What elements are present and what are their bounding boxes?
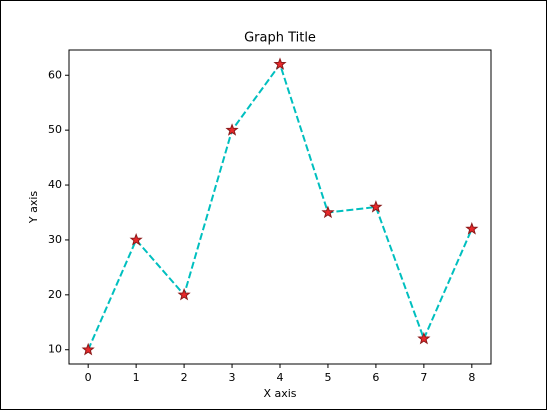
x-tick-label: 4	[277, 371, 284, 384]
marker	[273, 57, 287, 70]
x-tick-label: 8	[468, 371, 475, 384]
marker	[321, 205, 335, 219]
y-tick-label: 60	[48, 68, 62, 81]
marker	[225, 123, 239, 136]
x-tick-label: 2	[181, 371, 188, 384]
x-tick-label: 3	[229, 371, 236, 384]
marker	[81, 342, 95, 356]
y-tick-label: 50	[48, 123, 62, 136]
marker	[369, 200, 383, 213]
y-axis-label: Y axis	[27, 191, 40, 225]
y-tick-label: 40	[48, 178, 62, 191]
x-tick-label: 6	[372, 371, 379, 384]
marker	[129, 233, 143, 246]
marker	[177, 287, 191, 301]
x-tick-label: 7	[420, 371, 427, 384]
marker	[417, 331, 431, 345]
y-tick-label: 30	[48, 233, 62, 246]
y-tick-label: 20	[48, 288, 62, 301]
chart-title: Graph Title	[244, 31, 316, 46]
x-tick-label: 0	[85, 371, 92, 384]
marker	[465, 222, 479, 235]
x-tick-label: 1	[133, 371, 140, 384]
y-tick-label: 10	[48, 343, 62, 356]
x-tick-label: 5	[324, 371, 331, 384]
x-axis-label: X axis	[263, 387, 296, 400]
